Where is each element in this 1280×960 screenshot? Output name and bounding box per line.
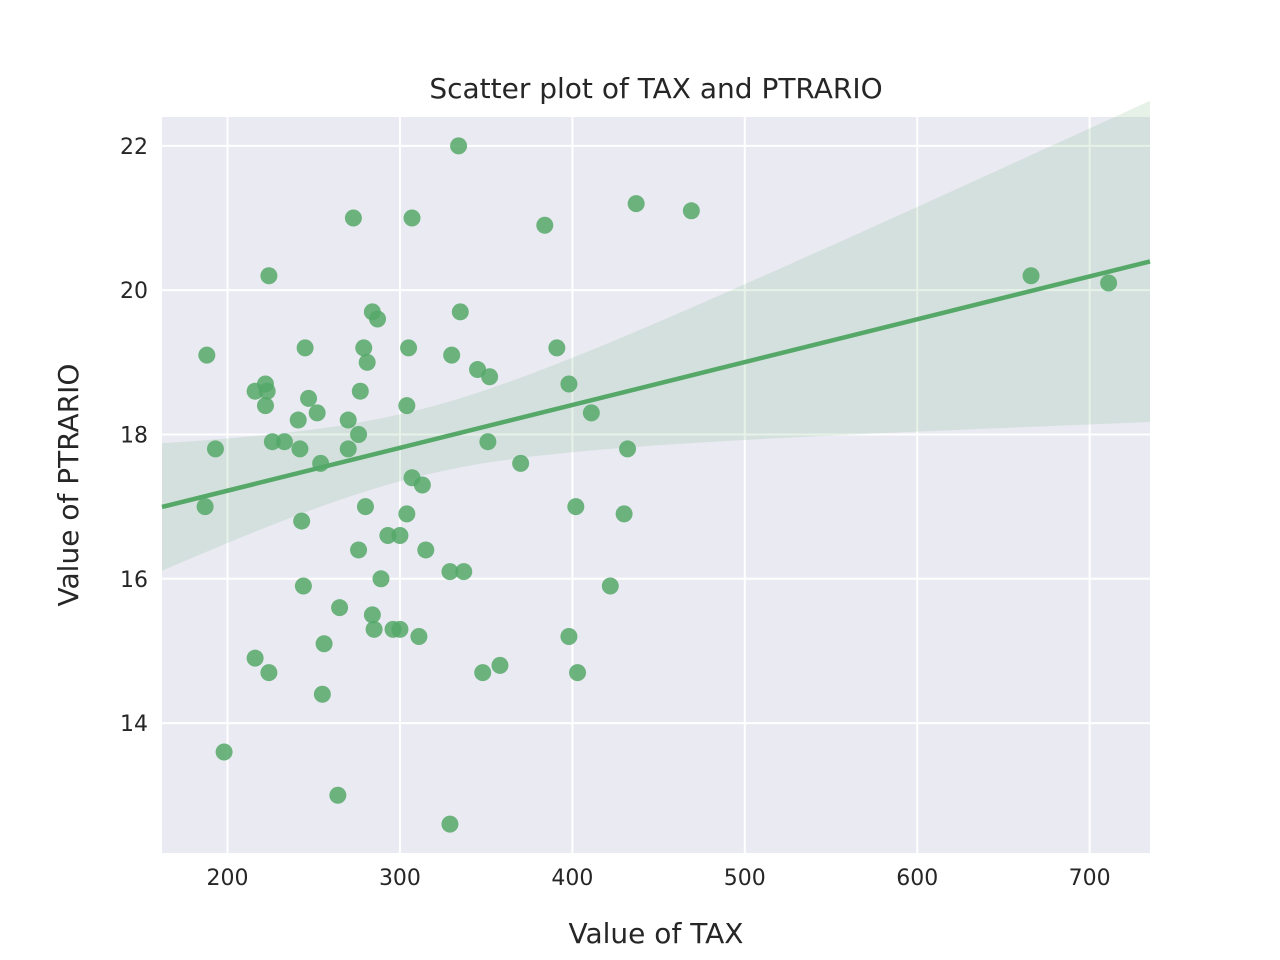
data-point xyxy=(356,498,374,516)
x-tick-label: 700 xyxy=(1069,866,1111,891)
data-point xyxy=(260,267,278,285)
data-point xyxy=(391,527,409,545)
data-point xyxy=(601,577,619,595)
data-point xyxy=(627,195,645,213)
data-point xyxy=(369,310,387,328)
data-point xyxy=(441,563,459,581)
y-axis-label: Value of PTRARIO xyxy=(52,364,85,607)
data-point xyxy=(400,339,418,357)
data-point xyxy=(315,635,333,653)
data-point xyxy=(567,498,585,516)
x-tick-label: 300 xyxy=(379,866,421,891)
x-tick-label: 400 xyxy=(551,866,593,891)
y-tick-labels: 14 16 18 20 22 xyxy=(120,135,148,737)
data-point xyxy=(474,664,492,682)
data-point xyxy=(491,656,509,674)
data-point xyxy=(548,339,566,357)
y-tick-label: 20 xyxy=(120,279,148,304)
data-point xyxy=(682,202,700,220)
data-point xyxy=(372,570,390,588)
data-point xyxy=(512,454,530,472)
data-point xyxy=(403,209,421,227)
data-point xyxy=(291,440,309,458)
data-point xyxy=(615,505,633,523)
data-point xyxy=(339,440,357,458)
x-tick-labels: 200 300 400 500 600 700 xyxy=(207,866,1111,891)
data-point xyxy=(1100,274,1118,292)
data-point xyxy=(258,382,276,400)
data-point xyxy=(331,599,349,617)
data-point xyxy=(455,563,473,581)
data-point xyxy=(619,440,637,458)
data-point xyxy=(569,664,587,682)
data-point xyxy=(481,368,499,386)
data-point xyxy=(206,440,224,458)
data-point xyxy=(313,685,331,703)
data-point xyxy=(351,382,369,400)
data-point xyxy=(300,389,318,407)
data-point xyxy=(560,628,578,646)
data-point xyxy=(198,346,216,364)
y-tick-label: 18 xyxy=(120,423,148,448)
data-point xyxy=(260,664,278,682)
data-point xyxy=(398,397,416,415)
data-point xyxy=(410,628,428,646)
data-point xyxy=(293,512,311,530)
data-point xyxy=(312,454,330,472)
data-point xyxy=(358,353,376,371)
confidence-band xyxy=(162,100,1150,571)
y-tick-label: 14 xyxy=(120,712,148,737)
x-tick-label: 600 xyxy=(896,866,938,891)
data-point xyxy=(329,786,347,804)
data-point xyxy=(413,476,431,494)
data-point xyxy=(263,433,281,451)
data-point xyxy=(479,433,497,451)
y-tick-label: 16 xyxy=(120,568,148,593)
data-point xyxy=(443,346,461,364)
data-point xyxy=(441,815,459,833)
data-point xyxy=(450,137,468,155)
x-tick-label: 200 xyxy=(207,866,249,891)
data-point xyxy=(363,606,381,624)
confidence-band-group xyxy=(162,100,1150,571)
data-points xyxy=(196,137,1118,833)
x-axis-label: Value of TAX xyxy=(569,917,744,950)
data-point xyxy=(296,339,314,357)
data-point xyxy=(350,541,368,559)
chart-title: Scatter plot of TAX and PTRARIO xyxy=(429,72,882,105)
x-tick-label: 500 xyxy=(724,866,766,891)
grid-lines xyxy=(162,117,1150,853)
data-point xyxy=(417,541,435,559)
data-point xyxy=(365,620,383,638)
data-point xyxy=(215,743,233,761)
plot-area xyxy=(162,117,1150,853)
data-point xyxy=(1022,267,1040,285)
data-point xyxy=(308,404,326,422)
data-point xyxy=(275,433,293,451)
data-point xyxy=(289,411,307,429)
data-point xyxy=(256,397,274,415)
y-tick-label: 22 xyxy=(120,135,148,160)
data-point xyxy=(344,209,362,227)
data-point xyxy=(451,303,469,321)
data-point xyxy=(560,375,578,393)
data-point xyxy=(196,498,214,516)
data-point xyxy=(582,404,600,422)
data-point xyxy=(536,216,554,234)
data-point xyxy=(294,577,312,595)
data-point xyxy=(350,425,368,443)
data-point xyxy=(379,527,397,545)
data-point xyxy=(246,649,264,667)
data-point xyxy=(339,411,357,429)
data-point xyxy=(355,339,373,357)
data-point xyxy=(391,620,409,638)
data-point xyxy=(398,505,416,523)
